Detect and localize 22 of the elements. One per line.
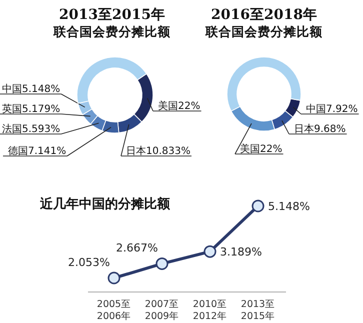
slice-label: 中国7.92% [306,103,358,115]
slice-label: 日本9.68% [294,123,346,135]
chart-title: 2016至2018年 [211,7,317,23]
slice-label: 美国22% [158,100,200,112]
data-label: 2.053% [68,256,110,269]
data-label: 2.667% [116,242,158,255]
x-tick-label: 2013至 2015年 [240,299,276,322]
chart-subtitle: 联合国会费分摊比额 [52,24,172,39]
data-label: 3.189% [220,246,262,259]
chart-title: 近几年中国的分摊比额 [39,196,171,212]
slice-label: 德国7.141% [8,146,66,157]
chart-title: 2013至2015年 [59,7,165,23]
data-label: 5.148% [268,200,310,213]
x-tick-label: 2007至 2009年 [144,299,180,322]
slice-label: 英国5.179% [2,103,60,115]
x-tick-label: 2010至 2012年 [192,299,228,322]
chart-subtitle: 联合国会费分摊比额 [204,24,324,39]
x-tick-label: 2005至 2006年 [96,299,132,322]
slice-label: 中国5.148% [2,83,60,95]
slice-label: 法国5.593% [2,123,60,135]
slice-label: 美国22% [240,143,282,155]
slice-label: 日本10.833% [126,145,190,157]
